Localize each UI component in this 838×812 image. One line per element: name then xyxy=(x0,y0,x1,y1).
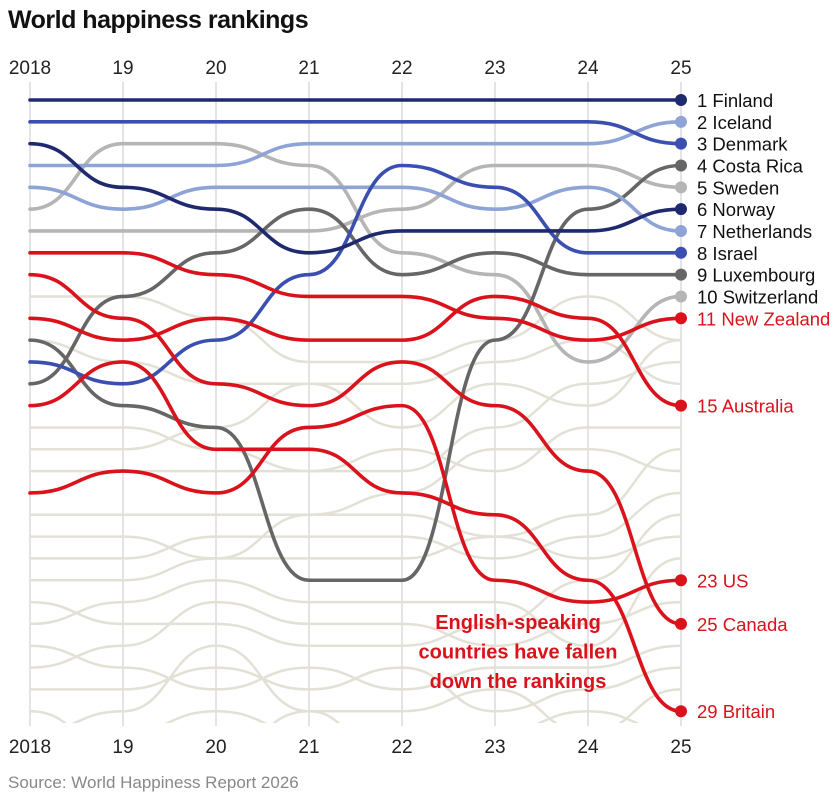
x-tick-label-top: 2018 xyxy=(9,58,51,79)
series-line-iceland xyxy=(28,120,683,168)
annotation-text: English-speaking xyxy=(435,612,601,634)
lines-group xyxy=(28,98,683,723)
background-country-line xyxy=(29,338,682,451)
series-label: 9 Luxembourg xyxy=(697,265,815,286)
background-country-line xyxy=(30,513,682,582)
x-tick-label-bottom: 25 xyxy=(670,737,691,758)
x-tick-label-bottom: 21 xyxy=(298,737,319,758)
series-label: 4 Costa Rica xyxy=(697,155,804,176)
series-line-costa-rica xyxy=(28,163,683,583)
series-line-new-zealand xyxy=(28,251,683,342)
annotation-text: countries have fallen xyxy=(419,642,618,664)
end-dot-switzerland xyxy=(675,290,687,303)
x-tick-label-top: 23 xyxy=(484,58,505,79)
background-country-line xyxy=(29,491,682,560)
x-tick-label-top: 21 xyxy=(298,58,319,79)
series-line-netherlands xyxy=(28,185,683,233)
end-dot-israel xyxy=(675,246,687,259)
x-tick-label-top: 19 xyxy=(112,58,133,79)
series-line-australia xyxy=(28,294,683,408)
end-dot-new-zealand xyxy=(675,312,687,325)
end-dot-us xyxy=(675,574,687,587)
series-line-us xyxy=(28,403,683,604)
series-line-sweden xyxy=(28,163,683,233)
background-country-line xyxy=(30,360,682,473)
background-country-line xyxy=(29,644,682,691)
x-tick-label-bottom: 23 xyxy=(484,737,505,758)
chart-title: World happiness rankings xyxy=(8,6,309,34)
background-country-line xyxy=(30,295,682,364)
series-line-luxembourg xyxy=(28,207,683,386)
background-country-line xyxy=(29,600,682,669)
x-tick-label-top: 22 xyxy=(391,58,412,79)
end-dot-australia xyxy=(675,399,687,412)
series-line-britain xyxy=(28,360,683,714)
end-dot-iceland xyxy=(675,115,687,128)
series-label: 15 Australia xyxy=(697,396,794,417)
series-label: 23 US xyxy=(697,570,748,591)
series-label: 5 Sweden xyxy=(697,177,779,198)
x-tick-label-top: 25 xyxy=(670,58,691,79)
end-dot-luxembourg xyxy=(675,268,687,281)
series-line-denmark xyxy=(28,120,683,146)
series-line-canada xyxy=(28,272,683,626)
x-tick-label-bottom: 2018 xyxy=(9,737,51,758)
x-tick-label-bottom: 19 xyxy=(112,737,133,758)
background-country-line xyxy=(29,557,682,648)
background-country-line xyxy=(71,644,682,723)
end-dot-canada xyxy=(675,617,687,630)
background-country-line xyxy=(29,448,682,560)
series-line-switzerland xyxy=(28,141,683,364)
series-label: 3 Denmark xyxy=(697,134,788,155)
end-dot-costa-rica xyxy=(675,159,687,172)
series-label: 11 New Zealand xyxy=(697,308,830,329)
end-dot-finland xyxy=(675,94,687,106)
end-dot-sweden xyxy=(675,181,687,194)
series-label: 6 Norway xyxy=(697,199,776,220)
end-dot-netherlands xyxy=(675,224,687,237)
series-label: 1 Finland xyxy=(697,90,773,111)
series-label: 29 Britain xyxy=(697,701,775,722)
background-country-line xyxy=(30,666,682,713)
x-tick-label-bottom: 20 xyxy=(205,737,226,758)
x-tick-label-bottom: 24 xyxy=(577,737,599,758)
series-line-israel xyxy=(28,163,683,386)
background-country-line xyxy=(30,448,682,517)
series-label: 7 Netherlands xyxy=(697,221,812,242)
end-dot-britain xyxy=(675,705,687,718)
series-label: 8 Israel xyxy=(697,243,758,264)
x-tick-label-top: 24 xyxy=(577,58,599,79)
annotation-text: down the rankings xyxy=(430,671,607,693)
background-country-line xyxy=(29,338,682,429)
end-dot-denmark xyxy=(675,137,687,150)
background-country-line xyxy=(164,709,640,723)
series-label: 25 Canada xyxy=(697,614,788,635)
series-label: 2 Iceland xyxy=(697,112,772,133)
end-dot-norway xyxy=(675,203,687,216)
x-tick-label-bottom: 22 xyxy=(391,737,412,758)
x-tick-label-top: 20 xyxy=(205,58,226,79)
series-line-norway xyxy=(28,141,683,255)
series-label: 10 Switzerland xyxy=(697,286,818,307)
source-note: Source: World Happiness Report 2026 xyxy=(8,773,299,792)
